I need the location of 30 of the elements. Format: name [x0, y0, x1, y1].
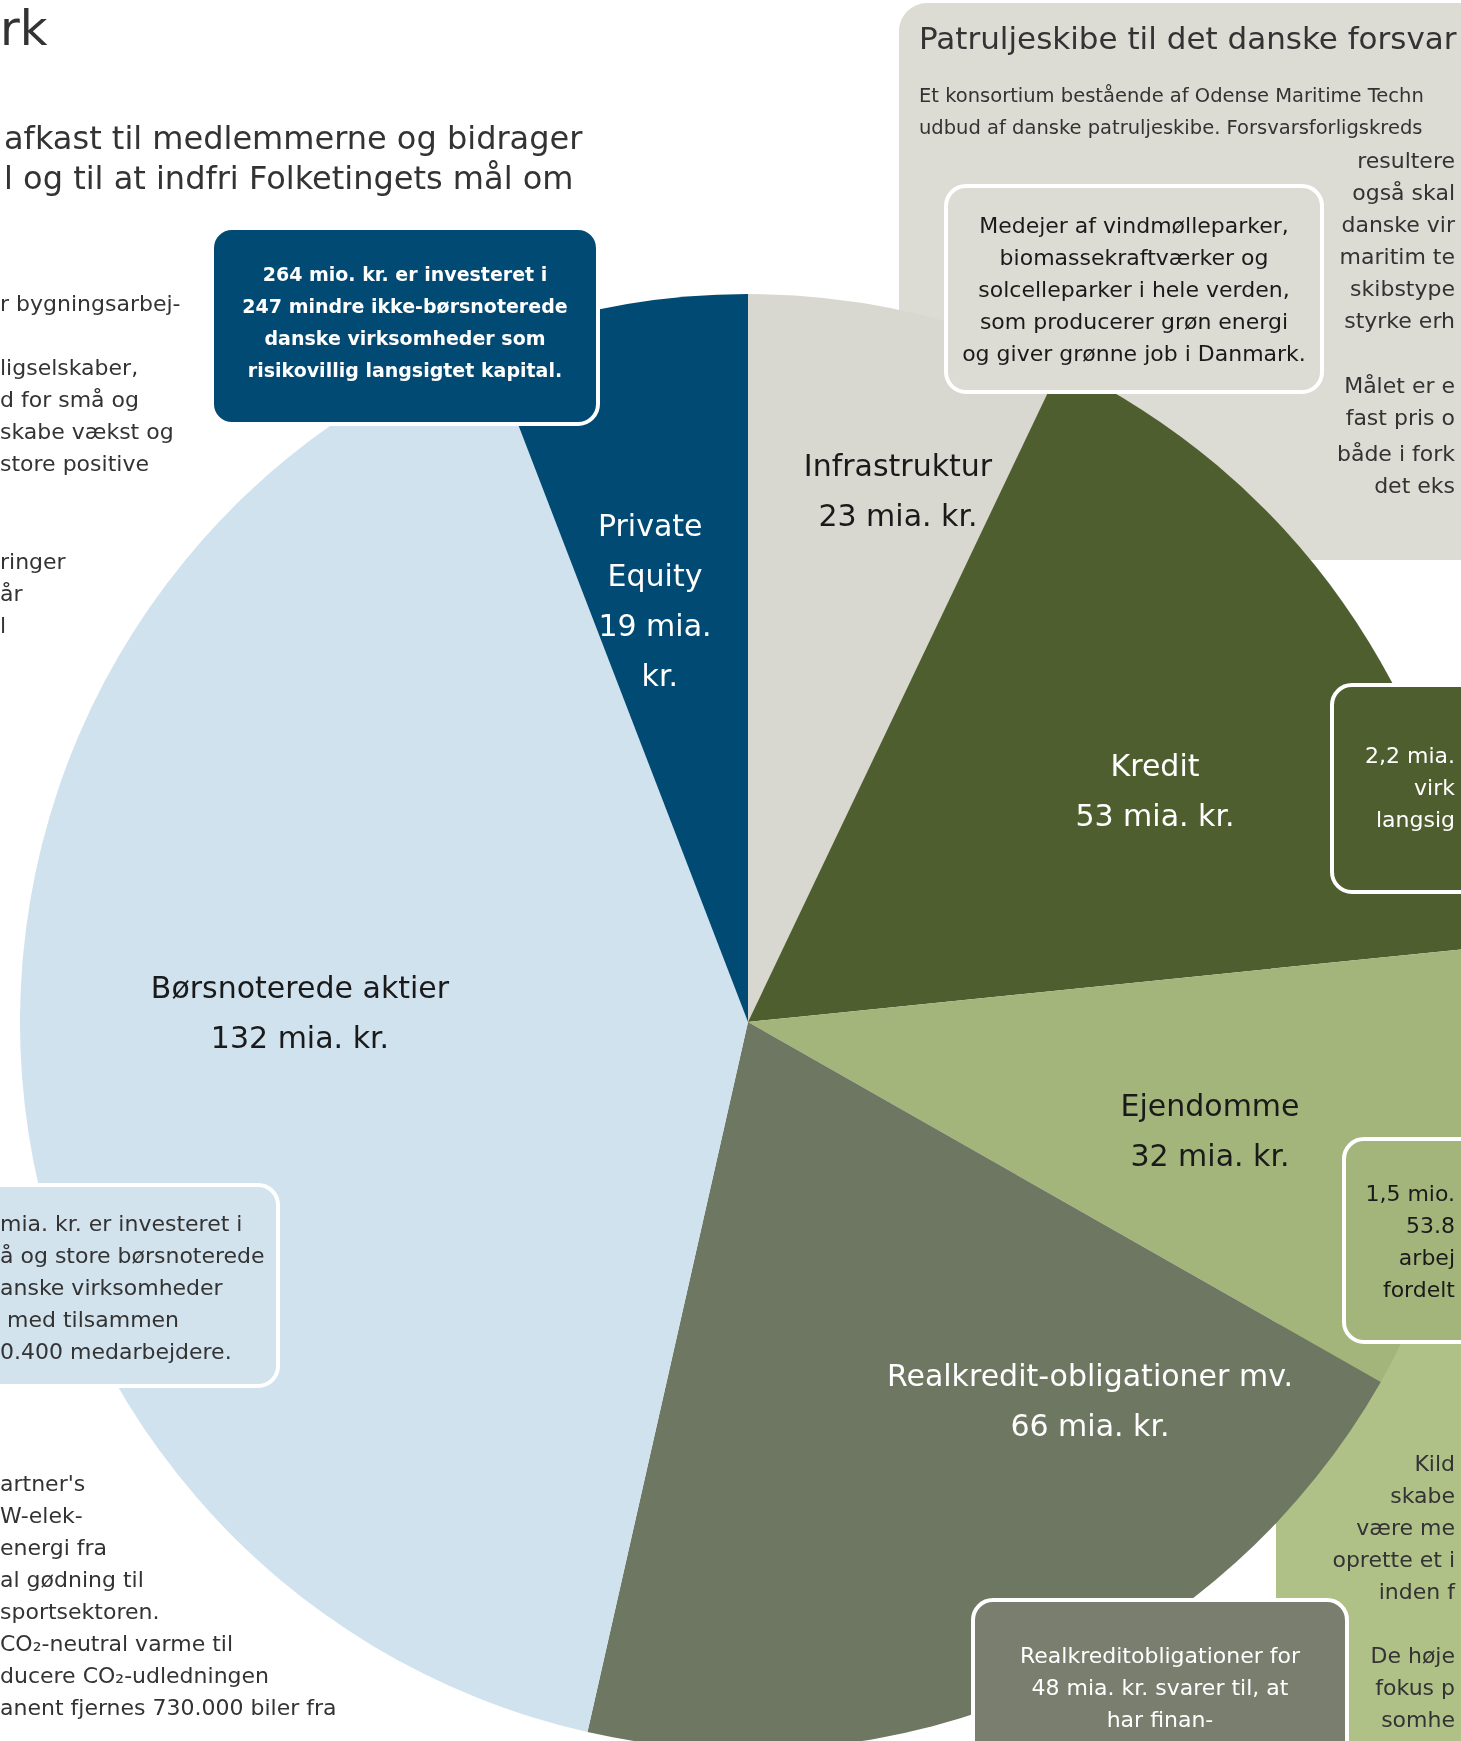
text: Kild skabe være me oprette et i inden f	[1332, 1450, 1455, 1606]
text: afkast til medlemmerne og bidrager l og til at indfri Folketingets mål om	[4, 118, 583, 198]
data-label: 53 mia. kr.	[1075, 797, 1235, 833]
text: Patruljeskibe til det danske forsvar	[919, 19, 1457, 58]
text: Medejer af vindmølleparker, biomassekraftværker og solcelleparker i hele verden, som producerer grøn energi og giver grønne job i Danmark.	[961, 212, 1307, 368]
text: resultere også skal danske vir maritim te skibstype styrke erh	[1339, 147, 1455, 335]
slice-label: Kredit	[1110, 747, 1200, 783]
data-label: 23 mia. kr.	[818, 497, 978, 533]
text: både i fork det eks	[1336, 440, 1455, 500]
slice-label: Infrastruktur	[803, 447, 993, 483]
text: 1,5 mio. 53.8 arbej fordelt	[1365, 1180, 1455, 1304]
text: artner's W-elek- energi fra al gødning til sportsektoren. CO₂-neutral varme til ducere CO₂-udledningen anent fjernes 730.000 biler fra	[0, 1470, 337, 1722]
text: mia. kr. er investeret i å og store børsnoterede anske virksomheder med tilsammen 0.400 medarbejdere.	[0, 1210, 265, 1366]
data-label: 66 mia. kr.	[1010, 1407, 1170, 1443]
slice-label: Realkredit-obligationer mv.	[886, 1357, 1294, 1393]
text: r bygningsarbej-	[0, 290, 181, 318]
text: Et konsortium bestående af Odense Maritime Techn udbud af danske patruljeskibe. Forsvarsforligskreds	[919, 83, 1424, 141]
text: rk	[0, 0, 48, 56]
text: ligselskaber, d for små og skabe vækst og store positive	[0, 354, 174, 478]
data-label: 132 mia. kr.	[210, 1019, 390, 1055]
text: 2,2 mia. virk langsig	[1365, 742, 1455, 834]
text: Realkreditobligationer for 48 mia. kr. svarer til, at har finan-	[1019, 1642, 1301, 1734]
data-label: 19 mia. kr.	[598, 607, 712, 693]
slice-label: Private Equity	[597, 507, 713, 593]
data-label: 32 mia. kr.	[1130, 1137, 1290, 1173]
slice-label: Børsnoterede aktier	[150, 969, 450, 1005]
text: De høje fokus p somhe	[1370, 1642, 1455, 1734]
text: ringer år l	[0, 548, 66, 640]
slice-label: Ejendomme	[1120, 1087, 1300, 1123]
text: 264 mio. kr. er investeret i 247 mindre ikke-børsnoterede danske virksomheder som risikovillig langsigtet kapital.	[241, 262, 569, 383]
